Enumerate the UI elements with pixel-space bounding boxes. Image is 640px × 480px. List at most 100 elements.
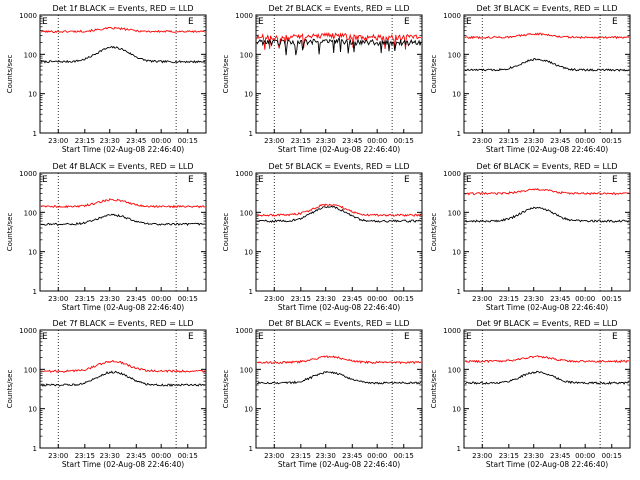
plot-frame <box>463 329 631 449</box>
detector-panel-9: Det 9f BLACK = Events, RED = LLD E E 1 10 100… <box>430 319 631 469</box>
x-axis-label: Start Time (02-Aug-08 22:46:40) <box>62 460 184 469</box>
corner-label: E <box>404 332 410 342</box>
y-tick-label: 100 <box>448 51 461 59</box>
lld-series-line <box>464 32 630 40</box>
x-tick-label: 23:00 <box>472 295 492 303</box>
y-tick-label: 1 <box>457 130 461 138</box>
corner-label: E <box>612 175 618 185</box>
x-tick-label: 23:30 <box>316 137 336 145</box>
panel-title: Det 8f BLACK = Events, RED = LLD <box>268 319 409 328</box>
y-tick-label: 1 <box>249 288 253 296</box>
x-tick-label: 23:30 <box>524 452 544 460</box>
corner-label: E <box>188 175 194 185</box>
events-series-line <box>464 370 630 385</box>
x-tick-label: 23:15 <box>499 452 519 460</box>
x-tick-label: 23:45 <box>550 137 570 145</box>
lld-series-line <box>464 188 630 196</box>
panel-title: Det 3f BLACK = Events, RED = LLD <box>476 4 617 13</box>
y-tick-label: 1000 <box>235 12 253 20</box>
y-axis-label: Counts/sec <box>430 213 438 252</box>
x-tick-label: 23:30 <box>524 295 544 303</box>
y-axis-label: Counts/sec <box>6 370 14 409</box>
lld-series-line <box>464 355 630 364</box>
y-tick-label: 1000 <box>443 327 461 335</box>
y-tick-label: 10 <box>28 249 37 257</box>
detector-panel-2: Det 2f BLACK = Events, RED = LLD E E 1 10 100… <box>222 4 423 154</box>
plot-frame <box>255 172 423 292</box>
corner-label: E <box>258 175 264 185</box>
corner-label: E <box>42 332 48 342</box>
x-axis-label: Start Time (02-Aug-08 22:46:40) <box>278 303 400 312</box>
x-tick-label: 00:00 <box>367 295 387 303</box>
events-series-line <box>40 45 206 64</box>
x-tick-label: 23:30 <box>316 452 336 460</box>
x-tick-label: 23:30 <box>524 137 544 145</box>
y-tick-label: 1 <box>249 130 253 138</box>
detector-panel-1: Det 1f BLACK = Events, RED = LLD E E 1 10 100… <box>6 4 207 154</box>
events-series-line <box>40 213 206 227</box>
y-axis-label: Counts/sec <box>430 370 438 409</box>
x-axis-label: Start Time (02-Aug-08 22:46:40) <box>486 145 608 154</box>
lld-series-line <box>40 26 206 34</box>
y-tick-label: 10 <box>452 249 461 257</box>
y-axis-label: Counts/sec <box>430 55 438 94</box>
lld-series-line <box>256 32 422 50</box>
x-tick-label: 00:15 <box>394 452 414 460</box>
panel-title: Det 4f BLACK = Events, RED = LLD <box>52 162 193 171</box>
y-tick-label: 1 <box>33 288 37 296</box>
y-tick-label: 10 <box>244 91 253 99</box>
detector-panel-4: Det 4f BLACK = Events, RED = LLD E E 1 10 100… <box>6 162 207 312</box>
x-tick-label: 23:15 <box>75 295 95 303</box>
x-tick-label: 23:15 <box>499 295 519 303</box>
x-tick-label: 23:30 <box>100 295 120 303</box>
corner-label: E <box>404 17 410 27</box>
x-tick-label: 23:30 <box>100 452 120 460</box>
x-tick-label: 00:15 <box>602 137 622 145</box>
x-tick-label: 00:15 <box>394 137 414 145</box>
corner-label: E <box>612 332 618 342</box>
plot-frame <box>463 14 631 134</box>
detector-panel-5: Det 5f BLACK = Events, RED = LLD E E 1 10 100… <box>222 162 423 312</box>
x-tick-label: 00:00 <box>575 137 595 145</box>
panel-title: Det 2f BLACK = Events, RED = LLD <box>268 4 409 13</box>
y-axis-label: Counts/sec <box>222 370 230 409</box>
x-tick-label: 23:45 <box>342 137 362 145</box>
y-tick-label: 10 <box>452 406 461 414</box>
panel-title: Det 1f BLACK = Events, RED = LLD <box>52 4 193 13</box>
x-tick-label: 00:15 <box>178 137 198 145</box>
x-tick-label: 00:00 <box>151 295 171 303</box>
corner-label: E <box>612 17 618 27</box>
x-tick-label: 23:45 <box>550 452 570 460</box>
x-axis-label: Start Time (02-Aug-08 22:46:40) <box>278 460 400 469</box>
x-tick-label: 23:45 <box>126 137 146 145</box>
lld-series-line <box>256 355 422 365</box>
x-tick-label: 23:45 <box>126 295 146 303</box>
x-tick-label: 23:00 <box>264 452 284 460</box>
corner-label: E <box>42 175 48 185</box>
x-tick-label: 23:45 <box>550 295 570 303</box>
events-series-line <box>40 370 206 387</box>
y-tick-label: 1 <box>249 445 253 453</box>
corner-label: E <box>466 17 472 27</box>
y-tick-label: 100 <box>240 209 253 217</box>
x-tick-label: 00:00 <box>575 295 595 303</box>
x-tick-label: 23:15 <box>75 137 95 145</box>
y-tick-label: 1 <box>457 445 461 453</box>
panel-title: Det 7f BLACK = Events, RED = LLD <box>52 319 193 328</box>
x-tick-label: 23:45 <box>342 452 362 460</box>
y-tick-label: 1000 <box>443 12 461 20</box>
x-axis-label: Start Time (02-Aug-08 22:46:40) <box>486 460 608 469</box>
corner-label: E <box>188 17 194 27</box>
x-tick-label: 23:15 <box>499 137 519 145</box>
y-tick-label: 1000 <box>443 170 461 178</box>
corner-label: E <box>188 332 194 342</box>
events-series-line <box>256 370 422 385</box>
y-tick-label: 10 <box>452 91 461 99</box>
x-tick-label: 23:45 <box>126 452 146 460</box>
x-tick-label: 23:45 <box>342 295 362 303</box>
x-tick-label: 23:00 <box>472 137 492 145</box>
x-tick-label: 23:30 <box>316 295 336 303</box>
y-axis-label: Counts/sec <box>6 213 14 252</box>
events-series-line <box>465 58 630 72</box>
x-tick-label: 00:15 <box>602 295 622 303</box>
